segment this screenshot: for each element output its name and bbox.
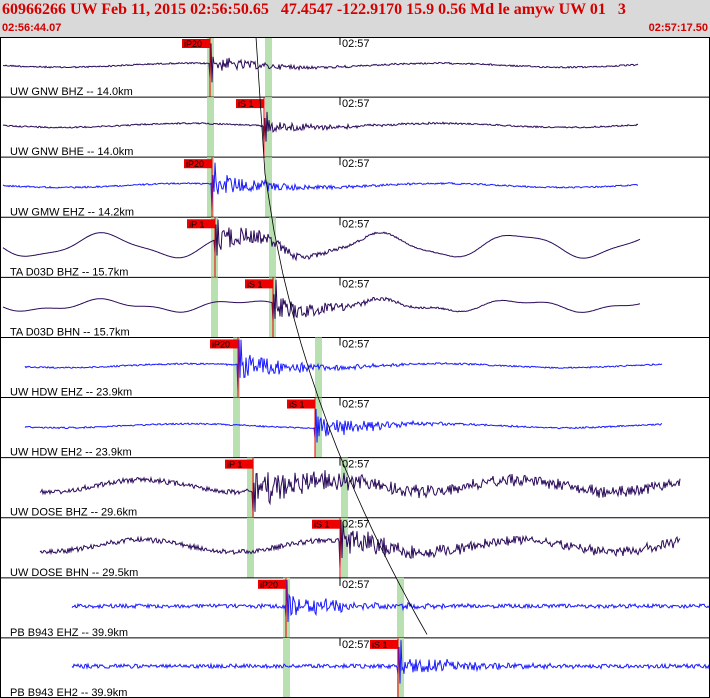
minute-marker-9: 02:57 [342, 519, 370, 531]
waveform-trace-3 [2, 162, 639, 212]
travel-time-curve [255, 37, 428, 635]
pick-flag-4 [187, 219, 215, 229]
s-window-4 [269, 217, 276, 278]
station-label-3: UW GMW EHZ -- 14.2km [10, 206, 134, 218]
waveform-trace-7 [24, 408, 663, 443]
waveform-trace-6 [24, 339, 663, 392]
station-label-5: TA D03D BHN -- 15.7km [10, 326, 130, 338]
time-end: 02:57:17.50 [648, 22, 708, 34]
pick-flag-6 [210, 339, 238, 349]
station-label-7: UW HDW EH2 -- 23.9km [10, 447, 132, 459]
station-label-8: UW DOSE BHZ -- 29.6km [10, 507, 137, 519]
minute-marker-6: 02:57 [342, 338, 370, 350]
pick-flag-10 [258, 579, 286, 589]
p-window-11 [283, 637, 290, 698]
pick-label-4: iP 1 [189, 219, 204, 229]
minute-marker-11: 02:57 [342, 639, 370, 651]
waveform-trace-5 [2, 279, 641, 322]
minute-marker-5: 02:57 [342, 278, 370, 290]
pick-label-2: iS 1 [238, 99, 254, 109]
pick-flag-2 [236, 99, 264, 109]
station-label-10: PB B943 EHZ -- 39.9km [10, 627, 128, 639]
waveform-trace-4 [2, 219, 641, 262]
p-window-3 [207, 157, 214, 218]
p-window-7 [233, 397, 240, 458]
station-label-9: UW DOSE BHN -- 29.5km [10, 567, 138, 579]
p-window-8 [247, 457, 254, 518]
pick-flag-7 [287, 399, 315, 409]
pick-label-1: iP20 [184, 39, 202, 49]
p-window-2 [207, 97, 214, 158]
station-label-11: PB B943 EH2 -- 39.9km [10, 687, 127, 698]
event-header: 60966266 UW Feb 11, 2015 02:56:50.65 47.… [0, 0, 710, 37]
pick-label-8: iP 1 [227, 460, 242, 470]
minute-marker-1: 02:57 [342, 38, 370, 50]
station-label-6: UW HDW EHZ -- 23.9km [10, 387, 132, 399]
p-window-6 [233, 337, 240, 398]
waveform-trace-10 [71, 579, 710, 623]
pick-label-5: iS 1 [247, 279, 263, 289]
pick-label-9: iS 1 [314, 520, 330, 530]
waveform-trace-11 [71, 640, 710, 684]
pick-label-6: iP20 [212, 339, 230, 349]
pick-label-3: iP20 [186, 159, 204, 169]
pick-flag-9 [312, 519, 340, 529]
minute-marker-2: 02:57 [342, 98, 370, 110]
minute-marker-7: 02:57 [342, 399, 370, 411]
waveform-trace-2 [2, 111, 639, 144]
time-start: 02:56:44.07 [2, 22, 62, 34]
pick-flag-1 [182, 39, 210, 48]
pick-flag-8 [225, 459, 253, 469]
pick-label-10: iP20 [260, 580, 278, 590]
s-window-10 [397, 577, 404, 638]
pick-label-7: iS 1 [289, 400, 305, 410]
station-label-4: TA D03D BHZ -- 15.7km [10, 266, 128, 278]
p-window-9 [247, 517, 254, 578]
waveform-trace-1 [3, 43, 639, 83]
s-window-8 [341, 457, 348, 518]
waveform-trace-8 [39, 470, 681, 512]
station-label-1: UW GNW BHZ -- 14.0km [10, 86, 133, 98]
pick-flag-3 [184, 159, 212, 169]
pick-flag-11 [370, 639, 398, 649]
pick-flag-5 [245, 279, 273, 289]
minute-marker-10: 02:57 [342, 579, 370, 591]
s-window-9 [341, 517, 348, 578]
p-window-5 [211, 277, 218, 338]
station-label-2: UW GNW BHE -- 14.0km [10, 146, 133, 158]
waveform-trace-9 [39, 519, 681, 569]
minute-marker-8: 02:57 [342, 459, 370, 471]
event-title: 60966266 UW Feb 11, 2015 02:56:50.65 47.… [2, 1, 626, 18]
minute-marker-3: 02:57 [342, 158, 370, 170]
minute-marker-4: 02:57 [342, 218, 370, 230]
pick-label-11: iS 1 [372, 640, 388, 650]
